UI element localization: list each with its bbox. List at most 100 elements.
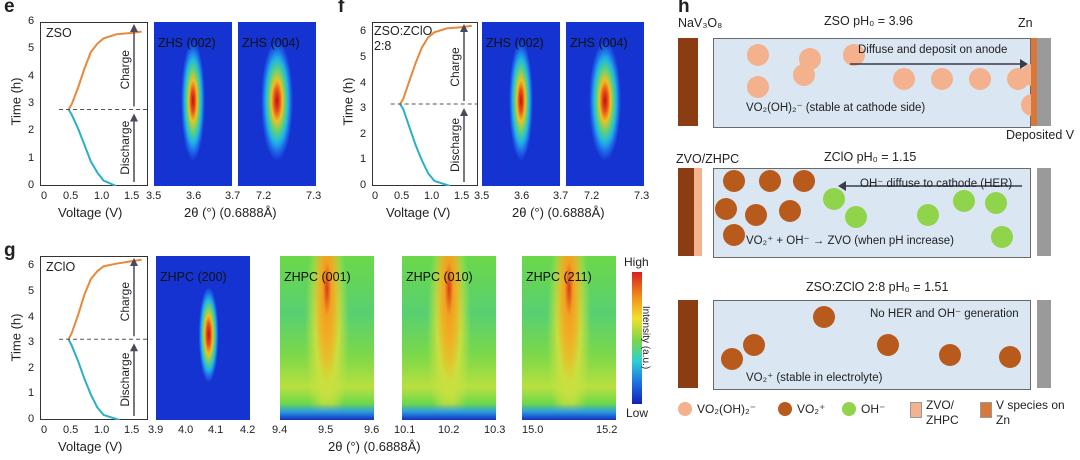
heatmap-label: ZHS (004) bbox=[242, 36, 300, 50]
xtick: 4.0 bbox=[178, 424, 194, 436]
discharge-arrowhead bbox=[130, 343, 138, 352]
particle bbox=[743, 334, 765, 356]
panel-label-f: f bbox=[338, 0, 345, 17]
panel-label-g: g bbox=[4, 240, 16, 261]
box3-note: No HER and OH⁻ generation bbox=[870, 308, 1019, 320]
xtick: 1.5 bbox=[124, 190, 140, 202]
deposited-v-label: Deposited V bbox=[1006, 128, 1075, 142]
heatmap-g-200: ZHPC (200) bbox=[156, 256, 250, 420]
cathode-electrode-1 bbox=[678, 38, 698, 126]
particle bbox=[939, 344, 961, 366]
legend-vo2-swatch bbox=[778, 402, 792, 416]
box2-arrow-text: OH⁻ diffuse to cathode (HER) bbox=[860, 178, 1013, 190]
particle bbox=[843, 44, 865, 66]
box1-arrow-text: Diffuse and deposit on anode bbox=[858, 44, 1008, 56]
xtick: 0 bbox=[372, 190, 379, 202]
legend-vzn-swatch bbox=[980, 402, 992, 418]
cathode-label-2: ZVO/ZHPC bbox=[676, 152, 740, 166]
y-tick: 5 bbox=[360, 50, 367, 63]
time-axis-label-g: Time (h) bbox=[8, 313, 24, 362]
heatmap-label: ZHPC (200) bbox=[160, 270, 227, 284]
y-tick: 3 bbox=[28, 336, 35, 349]
y-tick: 5 bbox=[28, 284, 35, 297]
heatmap-label: ZHPC (001) bbox=[284, 270, 351, 284]
legend-vzn: V species on Zn bbox=[996, 398, 1065, 427]
charge-label: Charge bbox=[448, 47, 462, 87]
heatmap-label: ZHS (002) bbox=[486, 36, 544, 50]
xtick: 9.4 bbox=[272, 424, 288, 436]
curve-plot-g: Charge Discharge bbox=[40, 256, 148, 420]
y-tick: 0 bbox=[360, 179, 367, 191]
cathode-electrode-2 bbox=[678, 168, 694, 256]
y-tick: 4 bbox=[28, 310, 35, 323]
box1-species-text: VO₂(OH)₂⁻ (stable at cathode side) bbox=[746, 102, 926, 114]
xtick: 0 bbox=[41, 424, 48, 436]
anode-label-1: Zn bbox=[1018, 16, 1033, 30]
xtick: 4.2 bbox=[240, 424, 256, 436]
box3-title: ZSO:ZClO 2:8 pH₀ = 1.51 bbox=[806, 280, 949, 294]
xtick: 3.7 bbox=[225, 190, 241, 202]
legend-zvo: ZVO/ ZHPC bbox=[926, 398, 959, 427]
particle bbox=[793, 64, 815, 86]
curve-plot-f: Charge Discharge bbox=[372, 22, 478, 186]
xtick: 9.6 bbox=[364, 424, 380, 436]
electrolyte-box-3 bbox=[713, 300, 1031, 390]
heatmap-label: ZHPC (010) bbox=[406, 270, 473, 284]
particle bbox=[745, 204, 767, 226]
time-axis-label-e: Time (h) bbox=[8, 77, 24, 126]
y-tick: 3 bbox=[360, 102, 367, 115]
cathode-label-1: NaV₃O₈ bbox=[678, 16, 723, 30]
heatmap-g-211: ZHPC (211) bbox=[522, 256, 616, 420]
xtick: 3.5 bbox=[474, 190, 490, 202]
xtick: 0.5 bbox=[394, 190, 410, 202]
particle bbox=[747, 76, 769, 98]
particle bbox=[759, 170, 781, 192]
xtick: 1.0 bbox=[94, 424, 110, 436]
xtick: 1.5 bbox=[124, 424, 140, 436]
heatmap-label: ZHS (004) bbox=[570, 36, 628, 50]
particle bbox=[969, 68, 991, 90]
heatmap-e-002: ZHS (002) bbox=[154, 22, 232, 186]
xtick: 4.1 bbox=[208, 424, 224, 436]
plot-frame bbox=[40, 22, 148, 186]
y-tick: 6 bbox=[360, 25, 367, 38]
legend-vo2oh2: VO₂(OH)₂⁻ bbox=[697, 402, 756, 416]
particle bbox=[877, 334, 899, 356]
panel-label-e: e bbox=[4, 0, 15, 17]
xtick: 10.3 bbox=[484, 424, 506, 436]
heatmap-e-004: ZHS (004) bbox=[238, 22, 316, 186]
y-tick: 2 bbox=[28, 361, 35, 374]
charge-arrowhead bbox=[460, 24, 468, 32]
heatmap-g-010: ZHPC (010) bbox=[402, 256, 496, 420]
particle bbox=[715, 198, 737, 220]
voltage-label-g: Voltage (V) bbox=[58, 439, 123, 454]
y-tick: 5 bbox=[28, 42, 35, 55]
box1-title: ZSO pH₀ = 3.96 bbox=[824, 14, 913, 28]
heatmap-label: ZHS (002) bbox=[158, 36, 216, 50]
y-tick: 1 bbox=[28, 387, 35, 400]
y-tick: 4 bbox=[360, 76, 367, 89]
particle bbox=[779, 200, 801, 222]
xtick: 3.7 bbox=[553, 190, 569, 202]
curve-plot-e: Charge Discharge bbox=[40, 22, 148, 186]
particle bbox=[953, 190, 975, 212]
xtick: 1.0 bbox=[424, 190, 440, 202]
legend-oh: OH⁻ bbox=[861, 402, 886, 416]
charge-arrowhead bbox=[130, 24, 138, 32]
particle bbox=[991, 226, 1013, 248]
voltage-label-f: Voltage (V) bbox=[386, 205, 451, 220]
electrolyte-box-2 bbox=[713, 168, 1031, 258]
xtick: 7.3 bbox=[634, 190, 650, 202]
charge-label: Charge bbox=[118, 50, 132, 90]
discharge-arrowhead bbox=[130, 113, 138, 122]
theta-label-g: 2θ (°) (0.6888Å) bbox=[328, 439, 421, 454]
y-tick: 4 bbox=[28, 69, 35, 82]
panel-label-h: h bbox=[678, 0, 690, 17]
heatmap-f-002: ZHS (002) bbox=[482, 22, 560, 186]
discharge-label: Discharge bbox=[118, 352, 132, 406]
diffuse-arrow bbox=[850, 59, 1028, 69]
anode-electrode-1 bbox=[1037, 38, 1051, 126]
y-tick: 1 bbox=[28, 151, 35, 164]
heatmap-label: ZHPC (211) bbox=[526, 270, 592, 284]
y-tick: 1 bbox=[360, 153, 367, 166]
